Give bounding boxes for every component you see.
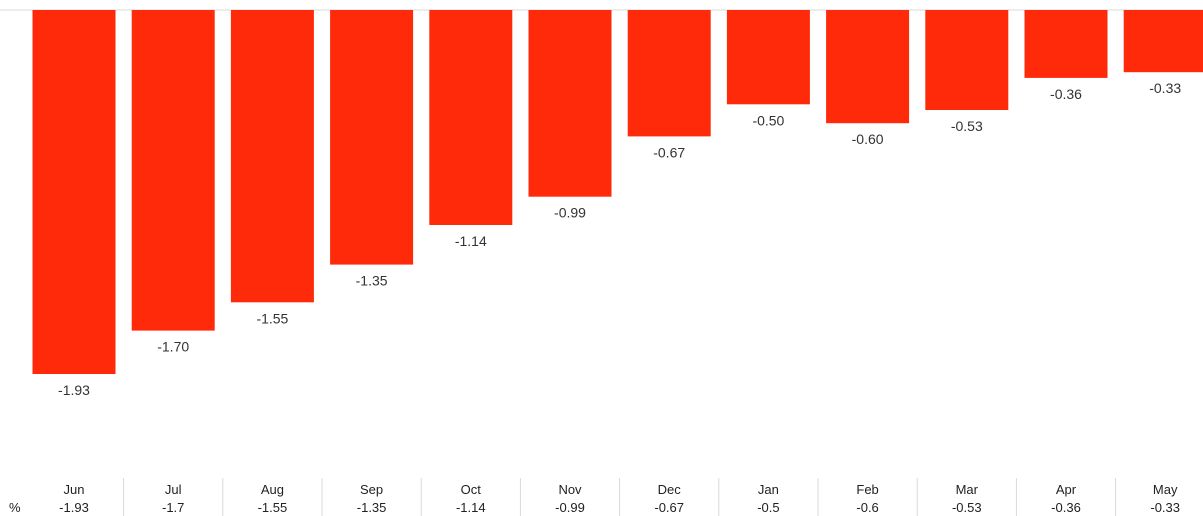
table-value-jun: -1.93 [59,500,89,515]
data-label-dec: -0.67 [653,144,685,160]
table-value-dec: -0.67 [654,500,684,515]
table-value-mar: -0.53 [952,500,982,515]
data-label-nov: -0.99 [554,205,586,221]
table-value-nov: -0.99 [555,500,585,515]
table-category-may: May [1153,482,1178,497]
table-category-oct: Oct [461,482,482,497]
bar-feb [826,10,910,124]
table-value-aug: -1.55 [258,500,288,515]
table-value-sep: -1.35 [357,500,387,515]
table-value-apr: -0.36 [1051,500,1081,515]
bar-sep [330,10,414,265]
table-value-jan: -0.5 [757,500,779,515]
table-value-oct: -1.14 [456,500,486,515]
data-label-may: -0.33 [1149,80,1181,96]
table-row-label: % [9,500,21,515]
data-label-sep: -1.35 [356,273,388,289]
table-category-feb: Feb [856,482,878,497]
table-value-feb: -0.6 [856,500,878,515]
bars-layer [32,10,1203,374]
bar-may [1123,10,1203,73]
table-category-apr: Apr [1056,482,1077,497]
bar-jan [726,10,810,105]
table-value-may: -0.33 [1150,500,1180,515]
bar-aug [230,10,314,303]
bar-jul [131,10,215,331]
table-category-aug: Aug [261,482,284,497]
data-label-mar: -0.53 [951,118,983,134]
table-category-jan: Jan [758,482,779,497]
bar-oct [429,10,513,225]
bar-mar [925,10,1009,110]
table-category-dec: Dec [658,482,682,497]
data-table: % Jun -1.93 Jul -1.7 Aug -1.55 Sep -1.35 Oct -1.1… [9,478,1180,516]
bar-jun [32,10,116,374]
bar-nov [528,10,612,197]
data-label-feb: -0.60 [852,131,884,147]
data-labels-layer: -1.93 -1.70 -1.55 -1.35 -1.14 -0.99 -0.67 -0.50… [58,80,1181,398]
table-category-nov: Nov [558,482,582,497]
table-value-jul: -1.7 [162,500,184,515]
bar-dec [627,10,711,137]
data-label-jul: -1.70 [157,339,189,355]
table-category-jun: Jun [64,482,85,497]
table-category-mar: Mar [956,482,979,497]
data-label-jan: -0.50 [752,112,784,128]
table-category-jul: Jul [165,482,182,497]
data-label-apr: -0.36 [1050,86,1082,102]
data-label-jun: -1.93 [58,382,90,398]
table-category-sep: Sep [360,482,383,497]
data-label-aug: -1.55 [256,310,288,326]
data-label-oct: -1.14 [455,233,487,249]
bar-apr [1024,10,1108,78]
